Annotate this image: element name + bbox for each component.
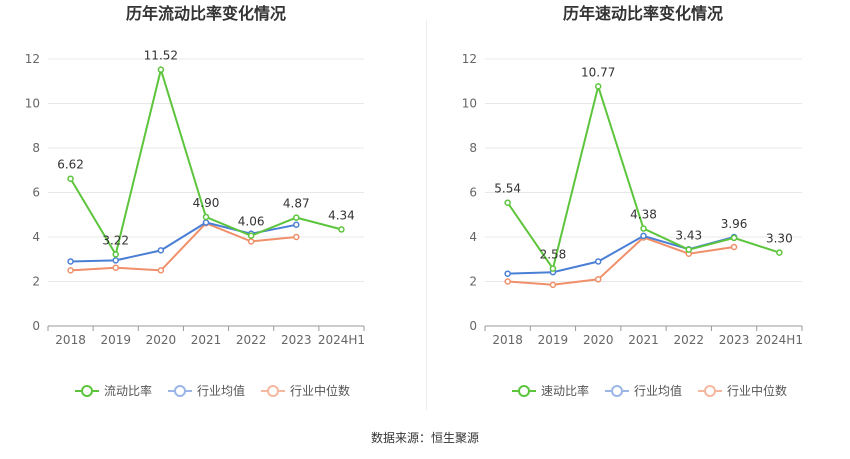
data-point bbox=[549, 265, 557, 272]
data-label: 5.54 bbox=[494, 182, 521, 196]
x-tick-label: 2019 bbox=[538, 333, 569, 347]
x-tick-label: 2024H1 bbox=[756, 333, 803, 347]
data-point bbox=[293, 221, 300, 229]
x-tick-label: 2024H1 bbox=[318, 333, 365, 347]
legend-label: 速动比率 bbox=[541, 383, 589, 398]
data-point bbox=[247, 232, 255, 239]
data-point bbox=[594, 276, 602, 283]
data-point bbox=[640, 225, 647, 232]
y-tick-label: 0 bbox=[469, 319, 477, 333]
x-tick-label: 2022 bbox=[674, 333, 705, 347]
data-point bbox=[730, 243, 738, 251]
x-tick-label: 2021 bbox=[628, 333, 659, 347]
data-source-note: 数据来源：恒生聚源 bbox=[370, 431, 479, 445]
data-label: 2.58 bbox=[540, 248, 567, 262]
series-line-0 bbox=[69, 65, 342, 258]
data-label: 3.43 bbox=[675, 229, 702, 243]
data-point bbox=[504, 278, 511, 285]
legend-marker bbox=[611, 385, 623, 397]
data-point bbox=[67, 175, 74, 182]
legend-marker bbox=[704, 385, 716, 397]
y-tick-label: 4 bbox=[32, 230, 40, 244]
x-tick-label: 2020 bbox=[146, 333, 177, 347]
panel-divider bbox=[426, 20, 427, 410]
data-point bbox=[112, 264, 119, 271]
legend-marker bbox=[81, 385, 93, 397]
data-point bbox=[247, 238, 255, 245]
data-point bbox=[112, 257, 119, 264]
data-label: 6.62 bbox=[57, 158, 84, 172]
legend-label: 行业均值 bbox=[197, 383, 245, 398]
y-tick-label: 6 bbox=[469, 186, 477, 200]
data-label: 3.22 bbox=[102, 233, 129, 247]
data-point bbox=[776, 249, 783, 256]
data-point bbox=[594, 83, 602, 90]
series-line-2 bbox=[70, 222, 297, 272]
data-point bbox=[293, 233, 300, 241]
data-label: 11.52 bbox=[144, 49, 178, 63]
legend-marker bbox=[267, 385, 279, 397]
data-label: 4.06 bbox=[238, 215, 265, 229]
y-tick-label: 10 bbox=[25, 97, 40, 111]
data-point bbox=[640, 232, 647, 240]
legend-marker bbox=[518, 385, 530, 397]
legend-label: 行业均值 bbox=[634, 383, 682, 398]
data-point bbox=[157, 247, 165, 254]
y-tick-label: 12 bbox=[462, 52, 477, 66]
legend-marker bbox=[174, 385, 186, 397]
x-tick-label: 2020 bbox=[583, 333, 614, 347]
x-tick-label: 2018 bbox=[55, 333, 86, 347]
data-label: 10.77 bbox=[581, 65, 615, 79]
chart-title: 历年流动比率变化情况 bbox=[126, 4, 286, 23]
data-label: 4.38 bbox=[630, 208, 657, 222]
data-point bbox=[504, 199, 511, 206]
data-label: 4.87 bbox=[283, 197, 310, 211]
y-tick-label: 2 bbox=[32, 275, 40, 289]
y-tick-label: 8 bbox=[469, 141, 477, 155]
y-tick-label: 4 bbox=[469, 230, 477, 244]
chart-title: 历年速动比率变化情况 bbox=[563, 4, 723, 23]
data-point bbox=[112, 251, 119, 258]
data-point bbox=[157, 66, 165, 73]
data-point bbox=[67, 258, 74, 265]
data-point bbox=[67, 267, 74, 274]
x-tick-label: 2021 bbox=[191, 333, 222, 347]
data-point bbox=[549, 281, 557, 289]
y-tick-label: 2 bbox=[469, 275, 477, 289]
x-tick-label: 2023 bbox=[719, 333, 750, 347]
data-point bbox=[685, 246, 693, 253]
data-point bbox=[594, 258, 602, 265]
x-tick-label: 2019 bbox=[100, 333, 131, 347]
data-label: 4.34 bbox=[328, 208, 355, 222]
data-point bbox=[504, 270, 511, 277]
y-tick-label: 12 bbox=[25, 52, 40, 66]
y-tick-label: 10 bbox=[462, 97, 477, 111]
data-point bbox=[338, 226, 345, 233]
x-tick-label: 2018 bbox=[492, 333, 523, 347]
data-point bbox=[202, 213, 210, 221]
data-point bbox=[293, 214, 300, 221]
legend-label: 行业中位数 bbox=[727, 383, 787, 398]
x-tick-label: 2022 bbox=[236, 333, 267, 347]
y-tick-label: 8 bbox=[32, 141, 40, 155]
data-point bbox=[157, 267, 165, 274]
legend-label: 行业中位数 bbox=[290, 383, 350, 398]
series-line-0 bbox=[506, 82, 780, 271]
data-point bbox=[730, 234, 738, 242]
series-line-2 bbox=[507, 236, 735, 286]
data-label: 3.96 bbox=[721, 217, 748, 231]
x-tick-label: 2023 bbox=[281, 333, 312, 347]
legend-label: 流动比率 bbox=[104, 383, 152, 398]
data-label: 4.90 bbox=[193, 196, 220, 210]
data-label: 3.30 bbox=[766, 232, 793, 246]
data-point bbox=[202, 219, 210, 226]
y-tick-label: 6 bbox=[32, 186, 40, 200]
y-tick-label: 0 bbox=[32, 319, 40, 333]
